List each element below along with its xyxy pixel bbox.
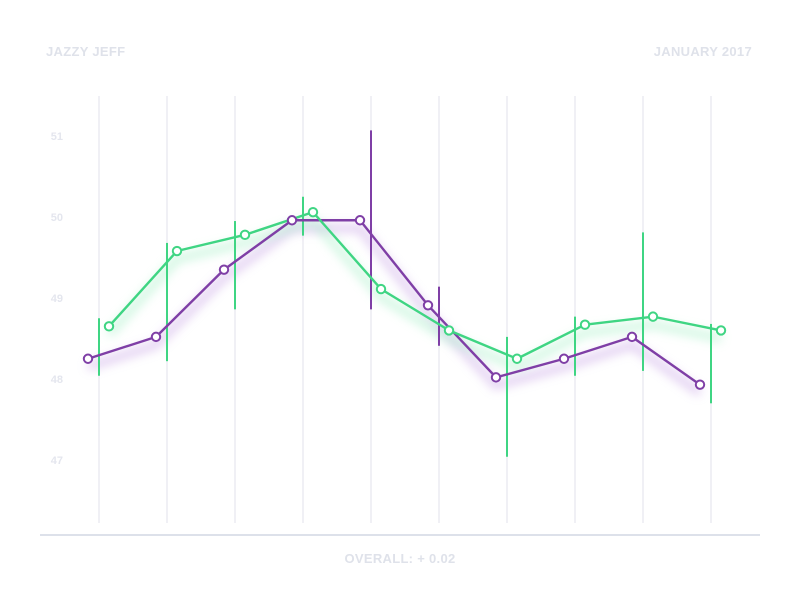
- y-tick-label: 49: [51, 293, 63, 305]
- y-tick-label: 51: [51, 131, 63, 143]
- green-data-point: [647, 311, 659, 322]
- purple-data-point: [422, 300, 434, 311]
- overall-summary: OVERALL: + 0.02: [344, 551, 456, 566]
- green-data-point: [239, 229, 251, 241]
- green-data-point: [579, 319, 591, 330]
- green-data-point: [375, 283, 387, 295]
- error-bars: [98, 130, 712, 457]
- purple-data-point: [82, 353, 94, 364]
- green-glow: [106, 215, 722, 372]
- chart-date: JANUARY 2017: [653, 44, 752, 59]
- purple-data-point: [354, 215, 366, 226]
- green-data-point: [715, 325, 727, 336]
- green-data-point: [443, 325, 455, 336]
- series-lines: [87, 210, 722, 386]
- purple-data-point: [626, 331, 638, 343]
- y-axis-ticks: 51 50 49 48 47: [51, 131, 63, 467]
- chart-title: JAZZY JEFF: [46, 44, 126, 59]
- purple-series-line: [87, 219, 701, 386]
- purple-data-point: [150, 331, 162, 343]
- green-data-point: [103, 321, 115, 332]
- purple-data-point: [218, 264, 230, 275]
- purple-data-point: [694, 379, 706, 390]
- green-data-point: [511, 353, 523, 364]
- purple-data-point: [490, 372, 502, 383]
- purple-data-point: [286, 215, 298, 226]
- purple-glow: [86, 224, 703, 396]
- y-tick-label: 48: [51, 374, 63, 386]
- series-points: [82, 206, 727, 390]
- y-tick-label: 50: [51, 212, 63, 224]
- purple-data-point: [558, 353, 570, 364]
- green-series-line: [108, 210, 722, 360]
- series-glow: [86, 215, 722, 396]
- green-data-point: [307, 206, 319, 218]
- green-data-point: [171, 245, 183, 257]
- y-tick-label: 47: [51, 455, 63, 467]
